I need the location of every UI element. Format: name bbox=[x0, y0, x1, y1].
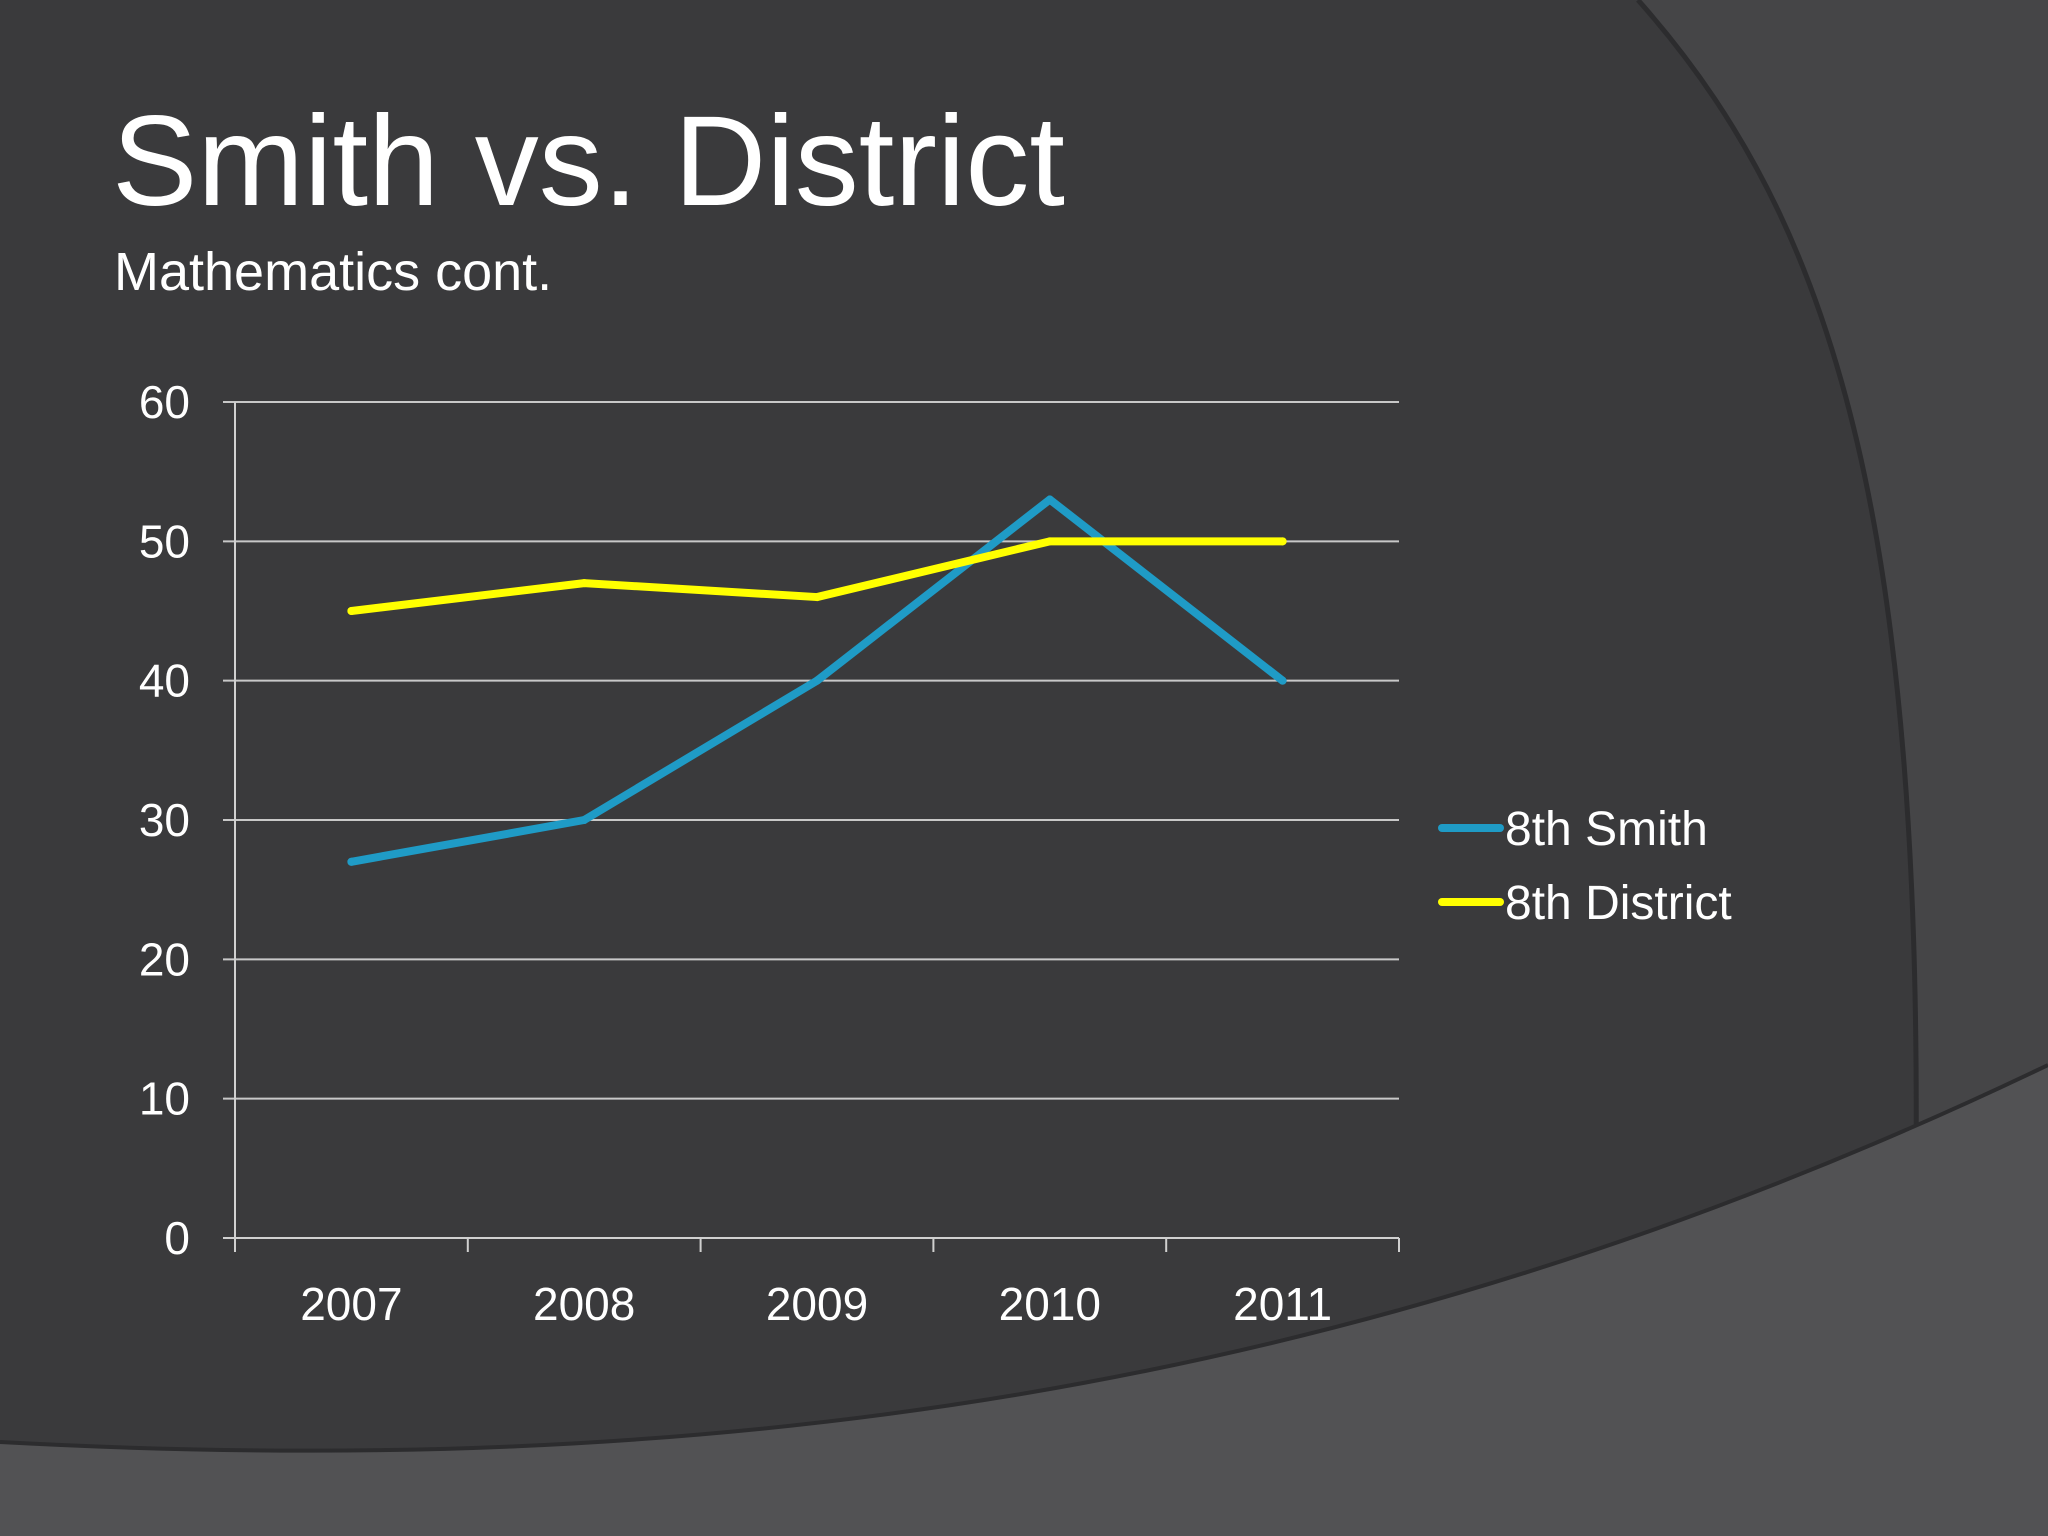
data-point-8th-district bbox=[813, 593, 821, 602]
x-axis-tick-labels: 2007 2008 2009 2010 2011 bbox=[300, 1278, 1332, 1330]
x-tick-label: 2008 bbox=[533, 1278, 635, 1330]
data-point-8th-smith bbox=[580, 816, 589, 824]
data-point-8th-district bbox=[347, 607, 356, 615]
data-point-8th-district bbox=[580, 579, 589, 588]
series-lines bbox=[347, 495, 1287, 866]
x-tick-label: 2009 bbox=[766, 1278, 868, 1330]
data-point-8th-smith bbox=[1045, 495, 1054, 504]
y-tick-label: 30 bbox=[139, 794, 190, 846]
legend-label: 8th District bbox=[1505, 877, 1732, 930]
y-tick-label: 0 bbox=[164, 1212, 190, 1264]
data-point-8th-smith bbox=[813, 676, 821, 685]
x-tick-label: 2010 bbox=[999, 1278, 1101, 1330]
y-axis-tick-labels: 0 10 20 30 40 50 60 bbox=[139, 376, 190, 1264]
legend-label: 8th Smith bbox=[1505, 803, 1708, 856]
y-tick-label: 50 bbox=[139, 515, 190, 567]
data-point-8th-smith bbox=[1278, 676, 1287, 685]
x-tick-label: 2011 bbox=[1233, 1278, 1332, 1330]
legend: 8th Smith 8th District bbox=[1438, 803, 1732, 930]
gridlines bbox=[223, 401, 1399, 1100]
y-tick-label: 60 bbox=[139, 376, 190, 428]
data-point-8th-smith bbox=[347, 857, 356, 866]
slide-subtitle: Mathematics cont. bbox=[114, 242, 553, 302]
data-point-8th-district bbox=[1278, 537, 1287, 546]
legend-item-8th-smith: 8th Smith bbox=[1438, 803, 1708, 856]
axes bbox=[223, 402, 1400, 1252]
y-tick-label: 10 bbox=[139, 1073, 190, 1125]
legend-item-8th-district: 8th District bbox=[1438, 877, 1732, 930]
data-point-8th-district bbox=[1045, 537, 1054, 546]
slide-title: Smith vs. District bbox=[112, 90, 1065, 233]
y-tick-label: 40 bbox=[139, 655, 190, 707]
y-tick-label: 20 bbox=[139, 933, 190, 985]
x-tick-label: 2007 bbox=[300, 1278, 402, 1330]
